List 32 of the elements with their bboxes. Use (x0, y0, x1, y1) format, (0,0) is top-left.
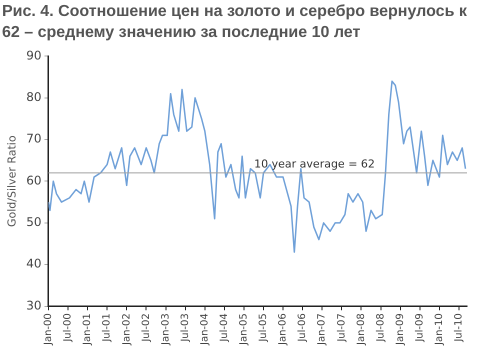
x-tick-label: Jan-05 (238, 313, 250, 346)
y-tick-label: 60 (26, 173, 42, 188)
chart-title: Рис. 4. Соотношение цен на золото и серебро вернулось к 62 – среднему значению за последние 10 лет (2, 2, 468, 43)
x-tick-label: Jan-00 (43, 313, 54, 346)
x-tick-label: Jan-08 (356, 313, 367, 346)
x-tick-label: Jul-03 (180, 313, 191, 343)
x-tick-label: Jul-09 (414, 313, 426, 343)
x-tick-label: Jul-02 (140, 313, 152, 343)
x-tick-label: Jan-03 (160, 313, 172, 346)
x-tick-label: Jul-00 (62, 313, 74, 343)
x-tick-label: Jul-01 (102, 313, 113, 343)
x-tick-label: Jan-09 (394, 313, 406, 346)
x-tick-label: Jan-04 (199, 313, 210, 346)
x-tick-label: Jul-07 (336, 313, 348, 343)
x-tick-label: Jan-10 (434, 313, 446, 346)
y-tick-label: 30 (26, 298, 42, 312)
y-tick-label: 50 (26, 215, 42, 230)
y-tick-label: 80 (26, 90, 42, 104)
x-tick-label: Jan-07 (316, 313, 328, 346)
y-tick-label: 40 (26, 256, 42, 271)
x-tick-label: Jul-10 (454, 313, 465, 343)
y-tick-label: 90 (26, 48, 42, 62)
ref-line-label: 10 year average = 62 (254, 157, 375, 170)
x-tick-label: Jan-02 (121, 313, 132, 346)
x-tick-label: Jul-05 (258, 313, 270, 343)
x-tick-label: Jul-06 (297, 313, 308, 343)
x-tick-label: Jan-06 (278, 313, 289, 346)
y-axis-title: Gold/Silver Ratio (5, 135, 18, 228)
x-tick-label: Jul-04 (218, 313, 230, 343)
x-tick-label: Jan-01 (82, 313, 94, 346)
y-tick-label: 70 (26, 132, 42, 146)
x-tick-label: Jul-08 (375, 313, 386, 343)
